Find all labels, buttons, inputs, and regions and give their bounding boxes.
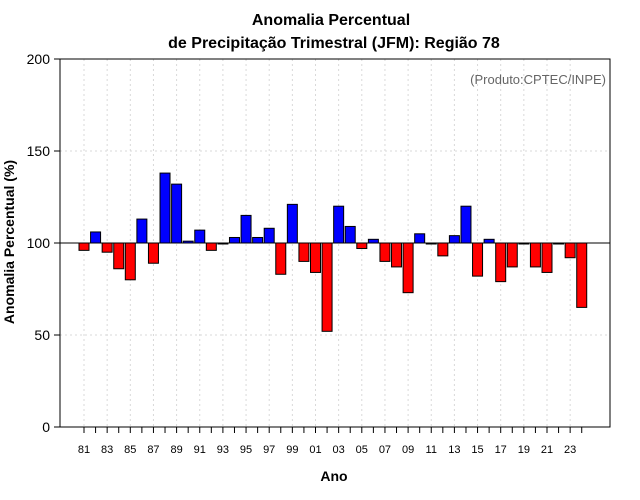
bar-1983 (101, 242, 113, 253)
x-tick-label: 15 (471, 444, 483, 456)
bar-2007 (379, 242, 391, 262)
bar-1987 (147, 242, 159, 264)
x-tick-label: 13 (448, 444, 460, 456)
bar-2003 (333, 205, 345, 244)
bar-2015 (472, 242, 484, 277)
bar-2008 (391, 242, 403, 268)
bar-2017 (495, 242, 507, 283)
bar-2014 (460, 205, 472, 244)
x-tick-label: 05 (356, 444, 368, 456)
credit-text: (Produto:CPTEC/INPE) (470, 72, 606, 87)
gridlines (60, 59, 610, 427)
x-axis-label: Ano (320, 468, 347, 484)
x-axis: 81 83 85 87 89 91 93 95 97 99 01 03 05 07 09 11 13 15 17 19… (78, 427, 583, 456)
bar-1998 (275, 242, 287, 275)
bar-1981 (78, 242, 90, 251)
y-axis-label: Anomalia Percentual (%) (1, 160, 17, 324)
x-tick-label: 07 (379, 444, 391, 456)
bar-2010 (414, 233, 426, 244)
x-tick-label: 83 (101, 444, 113, 456)
bar-2009 (402, 242, 414, 294)
bar-1992 (205, 242, 217, 251)
chart-title-line2: de Precipitação Trimestral (JFM): Região… (168, 35, 500, 52)
x-tick-label: 97 (263, 444, 275, 456)
x-tick-label: 01 (309, 444, 321, 456)
bar-1986 (136, 218, 148, 244)
bar-2001 (310, 242, 321, 273)
bar-2006 (367, 238, 379, 244)
x-tick-label: 11 (426, 444, 437, 456)
bar-1991 (194, 229, 206, 244)
x-tick-label: 85 (124, 444, 136, 456)
bar-2012 (437, 242, 449, 257)
bar-2000 (298, 242, 310, 262)
x-tick-label: 81 (78, 444, 90, 456)
bar-2005 (356, 242, 368, 250)
bar-1982 (90, 231, 102, 244)
bar-2024 (576, 242, 588, 308)
y-tick-label: 150 (27, 143, 51, 159)
y-tick-label: 0 (42, 419, 50, 435)
x-tick-label: 91 (194, 444, 206, 456)
x-tick-label: 87 (147, 444, 159, 456)
bar-2021 (541, 242, 553, 273)
bar-1997 (263, 227, 275, 244)
bar-2013 (448, 235, 460, 244)
x-tick-label: 95 (240, 444, 252, 456)
bar-2023 (564, 242, 576, 259)
x-tick-label: 23 (564, 444, 576, 456)
x-tick-label: 03 (333, 444, 345, 456)
x-tick-label: 19 (518, 444, 530, 456)
x-tick-label: 99 (286, 444, 298, 456)
y-tick-label: 50 (34, 327, 50, 343)
bar-2004 (344, 225, 356, 244)
bar-1984 (113, 242, 125, 270)
bar-1999 (286, 203, 298, 244)
bar-1985 (124, 242, 136, 281)
bar-1988 (159, 172, 171, 244)
x-tick-label: 09 (402, 444, 414, 456)
bar-1996 (252, 236, 264, 244)
bars (78, 172, 588, 332)
x-tick-label: 17 (495, 444, 507, 456)
x-tick-label: 89 (170, 444, 182, 456)
chart-title-line1: Anomalia Percentual (252, 12, 410, 29)
bar-1994 (228, 236, 240, 244)
bar-1989 (171, 183, 183, 244)
x-tick-label: 93 (217, 444, 229, 456)
bar-2018 (506, 242, 518, 268)
y-tick-label: 200 (27, 51, 51, 67)
y-tick-label: 100 (27, 235, 51, 251)
bar-2016 (483, 238, 495, 244)
bar-1995 (240, 214, 252, 244)
x-tick-label: 21 (541, 444, 553, 456)
bar-2002 (321, 242, 333, 332)
y-axis: 0 50 100 150 200 (27, 51, 60, 435)
bar-2020 (529, 242, 541, 268)
